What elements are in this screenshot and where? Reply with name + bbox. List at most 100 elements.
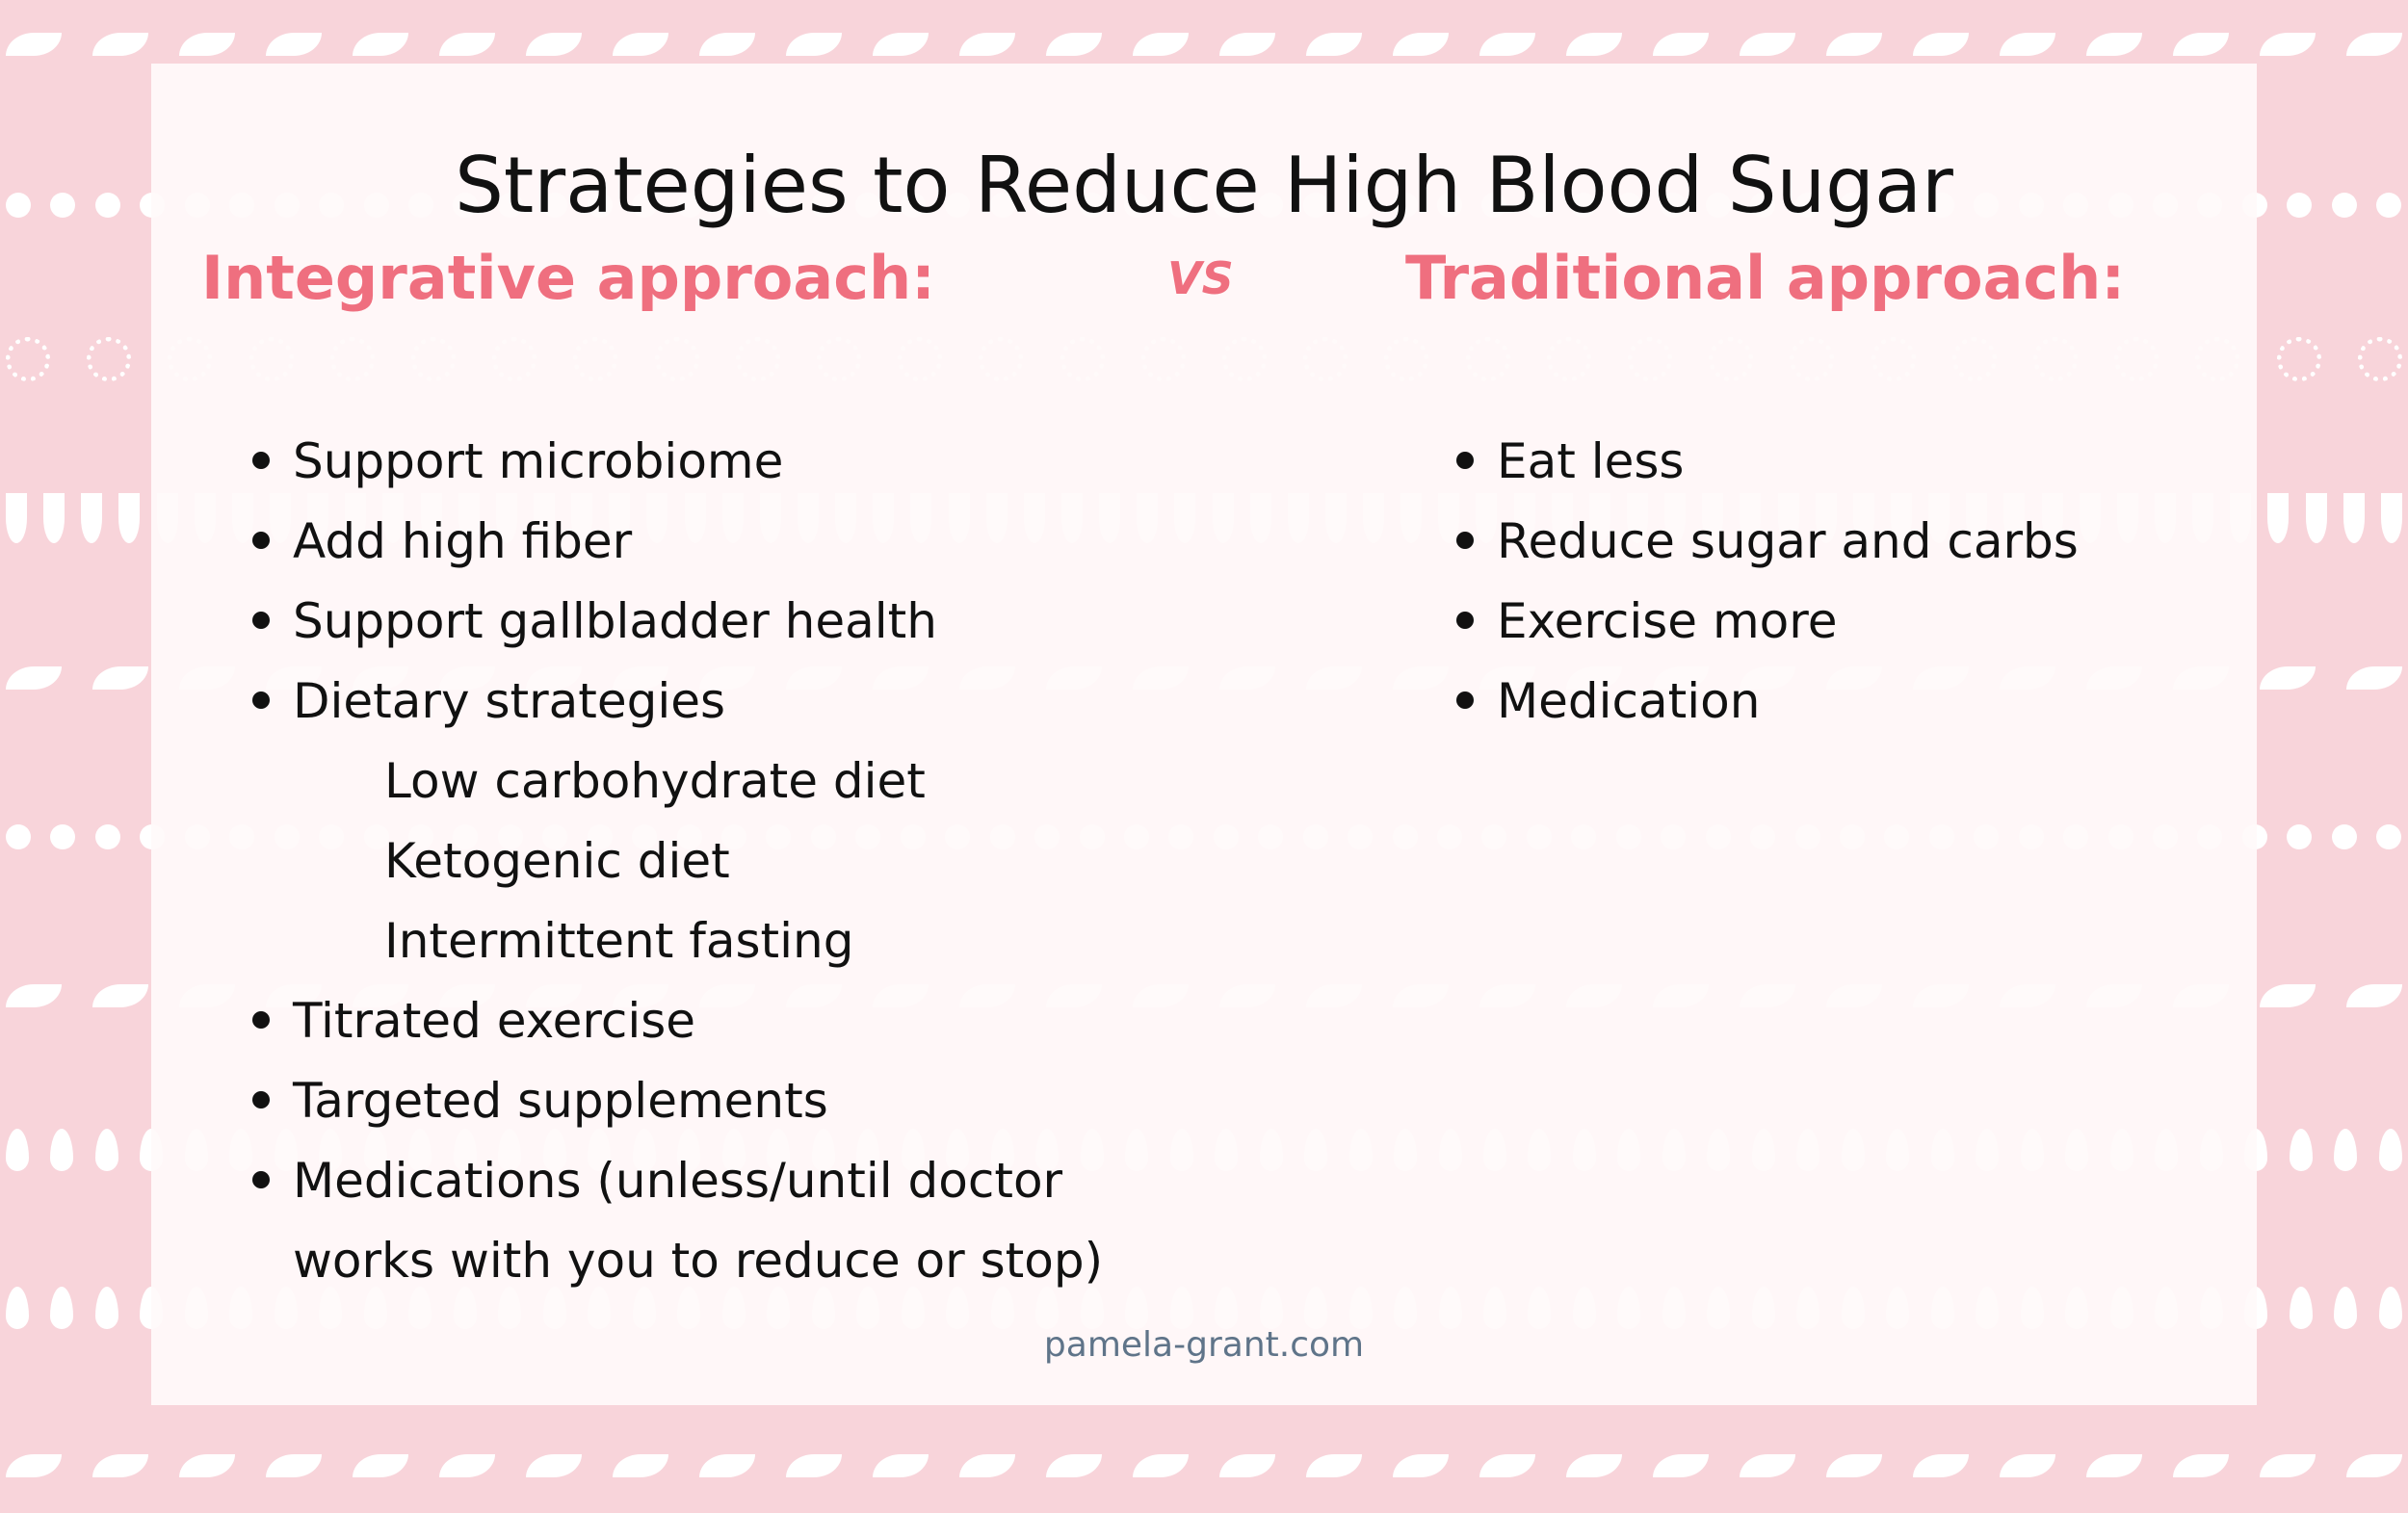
pattern-tooth-shape bbox=[43, 493, 65, 543]
list-item: Low carbohydrate diet bbox=[293, 742, 1103, 822]
pattern-dot-shape bbox=[50, 824, 76, 849]
pattern-drop-shape bbox=[2334, 1287, 2358, 1329]
list-item-text: Targeted supplements bbox=[293, 1073, 828, 1129]
pattern-drop-shape bbox=[94, 1287, 118, 1329]
pattern-dot-shape bbox=[2331, 824, 2357, 849]
pattern-dot-shape bbox=[2331, 193, 2357, 218]
pattern-burst-shape bbox=[87, 337, 132, 381]
pattern-burst-shape bbox=[2276, 337, 2321, 381]
list-item: Reduce sugar and carbs bbox=[1456, 502, 2079, 582]
pattern-leaf-shape bbox=[1133, 33, 1189, 56]
pattern-leaf-shape bbox=[2173, 33, 2229, 56]
pattern-leaf-shape bbox=[699, 1454, 755, 1477]
bullet-icon bbox=[252, 691, 270, 709]
pattern-leaf-shape bbox=[6, 1454, 62, 1477]
pattern-leaf-shape bbox=[92, 666, 148, 690]
list-item-text: Titrated exercise bbox=[293, 993, 696, 1049]
bullet-icon bbox=[1456, 691, 1474, 709]
pattern-leaf-shape bbox=[699, 33, 755, 56]
traditional-list: Eat less Reduce sugar and carbs Exercise m… bbox=[1456, 422, 2079, 742]
list-item: Support gallbladder health bbox=[252, 582, 1103, 662]
pattern-drop-shape bbox=[50, 1287, 74, 1329]
list-item-text: Medication bbox=[1497, 673, 1761, 729]
pattern-drop-shape bbox=[2289, 1287, 2313, 1329]
list-item-text: Add high fiber bbox=[293, 513, 633, 569]
pattern-leaf-shape bbox=[266, 33, 322, 56]
pattern-leaf-shape bbox=[1826, 1454, 1882, 1477]
pattern-leaf-shape bbox=[266, 1454, 322, 1477]
pattern-leaf-shape bbox=[6, 33, 62, 56]
pattern-leaf-shape bbox=[6, 666, 62, 690]
pattern-leaf-shape bbox=[786, 33, 842, 56]
pattern-leaf-shape bbox=[1826, 33, 1882, 56]
pattern-dot-shape bbox=[2287, 193, 2313, 218]
pattern-drop-shape bbox=[2334, 1129, 2358, 1171]
pattern-leaf-shape bbox=[2260, 984, 2316, 1007]
list-item-text: Low carbohydrate diet bbox=[384, 753, 926, 809]
bullet-icon bbox=[252, 532, 270, 549]
pattern-burst-shape bbox=[6, 337, 50, 381]
bullet-icon bbox=[252, 1091, 270, 1109]
pattern-leaf-shape bbox=[2346, 33, 2402, 56]
list-item: Eat less bbox=[1456, 422, 2079, 502]
pattern-leaf-shape bbox=[2346, 666, 2402, 690]
pattern-leaf-shape bbox=[873, 1454, 929, 1477]
footer-website: pamela-grant.com bbox=[1043, 1325, 1365, 1365]
pattern-dot-shape bbox=[6, 193, 31, 218]
pattern-leaf-shape bbox=[1479, 1454, 1535, 1477]
pattern-leaf-shape bbox=[179, 33, 235, 56]
traditional-heading: Traditional approach: bbox=[1405, 243, 2126, 313]
pattern-leaf-shape bbox=[2000, 1454, 2055, 1477]
pattern-leaf-shape bbox=[1740, 1454, 1795, 1477]
list-item: Targeted supplements bbox=[252, 1061, 1103, 1141]
pattern-leaf-shape bbox=[2260, 666, 2316, 690]
pattern-dot-shape bbox=[2376, 193, 2402, 218]
pattern-leaf-shape bbox=[1653, 1454, 1709, 1477]
pattern-leaf-shape bbox=[959, 33, 1015, 56]
pattern-dot-shape bbox=[2287, 824, 2313, 849]
pattern-leaf-shape bbox=[526, 1454, 582, 1477]
pattern-drop-shape bbox=[6, 1129, 29, 1171]
pattern-leaf-shape bbox=[92, 33, 148, 56]
pattern-leaf-shape bbox=[2346, 1454, 2402, 1477]
pattern-leaf-shape bbox=[92, 1454, 148, 1477]
pattern-leaf-shape bbox=[526, 33, 582, 56]
list-item: Intermittent fasting bbox=[293, 901, 1103, 981]
list-item-text: works with you to reduce or stop) bbox=[293, 1233, 1104, 1289]
pattern-tooth-shape bbox=[81, 493, 103, 543]
list-item-text: Intermittent fasting bbox=[384, 913, 854, 969]
pattern-leaf-shape bbox=[1566, 1454, 1622, 1477]
pattern-leaf-shape bbox=[353, 1454, 408, 1477]
list-item-text: Support microbiome bbox=[293, 433, 784, 489]
pattern-leaf-shape bbox=[439, 1454, 495, 1477]
pattern-leaf-shape bbox=[613, 33, 668, 56]
pattern-dot-shape bbox=[94, 824, 120, 849]
pattern-leaf-shape bbox=[6, 984, 62, 1007]
pattern-leaf-shape bbox=[1219, 1454, 1275, 1477]
pattern-leaf-shape bbox=[179, 1454, 235, 1477]
list-item-text: Eat less bbox=[1497, 433, 1685, 489]
pattern-leaf-shape bbox=[2173, 1454, 2229, 1477]
pattern-leaf-shape bbox=[1133, 1454, 1189, 1477]
pattern-leaf-shape bbox=[1393, 1454, 1449, 1477]
pattern-leaf-shape bbox=[786, 1454, 842, 1477]
pattern-leaf-shape bbox=[1913, 1454, 1969, 1477]
pattern-leaf-shape bbox=[2000, 33, 2055, 56]
pattern-leaf-shape bbox=[1306, 33, 1362, 56]
pattern-tooth-shape bbox=[118, 493, 141, 543]
pattern-leaf-shape bbox=[92, 984, 148, 1007]
list-item-text: Exercise more bbox=[1497, 593, 1838, 649]
list-item-text: Ketogenic diet bbox=[384, 833, 730, 889]
pattern-leaf-shape bbox=[873, 33, 929, 56]
list-item: Titrated exercise bbox=[252, 981, 1103, 1061]
bullet-icon bbox=[252, 612, 270, 629]
pattern-tooth-shape bbox=[2343, 493, 2365, 543]
pattern-burst-shape bbox=[2357, 337, 2402, 381]
pattern-drop-shape bbox=[6, 1287, 29, 1329]
bullet-icon bbox=[1456, 612, 1474, 629]
pattern-row-leaves-top bbox=[0, 33, 2408, 56]
pattern-dot-shape bbox=[50, 193, 76, 218]
list-item: Medications (unless/until doctor bbox=[252, 1141, 1103, 1221]
page-title: Strategies to Reduce High Blood Sugar bbox=[455, 141, 1953, 230]
integrative-heading: Integrative approach: bbox=[201, 243, 935, 313]
